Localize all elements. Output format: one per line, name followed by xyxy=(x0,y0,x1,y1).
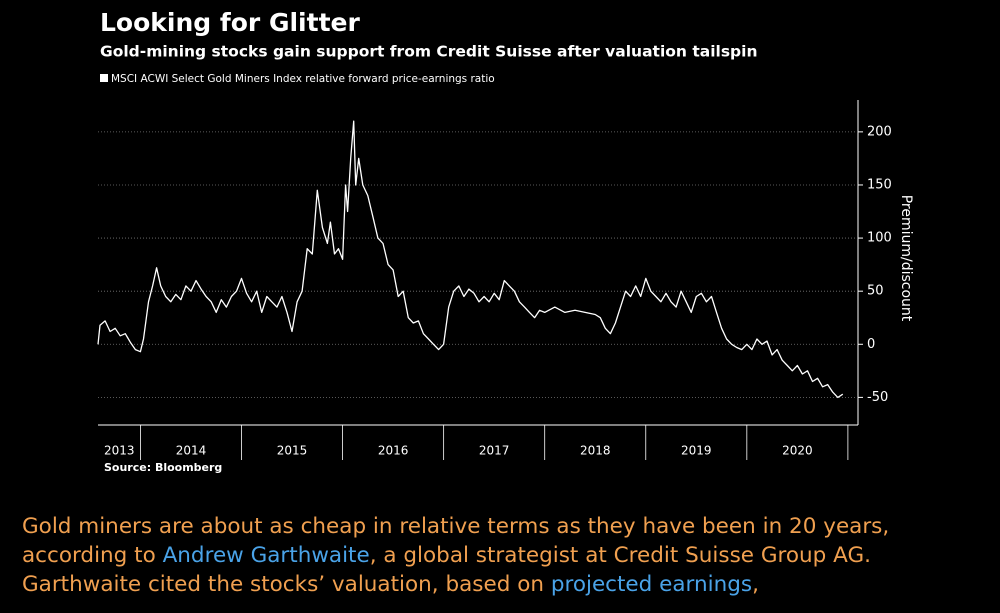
link[interactable]: Andrew Garthwaite xyxy=(162,543,370,568)
x-tick-label: 2018 xyxy=(580,444,611,458)
x-tick-label: 2015 xyxy=(277,444,308,458)
legend-swatch xyxy=(100,74,108,82)
article-text: , xyxy=(752,572,759,597)
article: Gold miners are about as cheap in relati… xyxy=(22,512,982,599)
x-tick-label: 2016 xyxy=(378,444,409,458)
y-tick-label: 200 xyxy=(867,124,892,139)
chart-title: Looking for Glitter xyxy=(100,8,360,37)
y-tick-label: 50 xyxy=(867,284,884,299)
y-tick-label: -50 xyxy=(867,390,888,405)
x-tick-label: 2020 xyxy=(782,444,813,458)
x-tick-label: 2017 xyxy=(479,444,510,458)
legend-label: MSCI ACWI Select Gold Miners Index relat… xyxy=(111,73,495,85)
y-tick-label: 150 xyxy=(867,177,892,192)
x-tick-label: 2019 xyxy=(681,444,712,458)
link[interactable]: projected earnings xyxy=(550,572,753,597)
y-axis-label: Premium/discount xyxy=(898,195,914,322)
chart-subtitle: Gold-mining stocks gain support from Cre… xyxy=(100,43,758,61)
y-tick-label: 0 xyxy=(867,337,875,352)
source: Source: Bloomberg xyxy=(104,461,222,474)
x-tick-label: 2013 xyxy=(104,444,135,458)
article-text: , a global strategist at Credit Suisse G… xyxy=(22,543,871,597)
x-tick-label: 2014 xyxy=(176,444,207,458)
series-line xyxy=(97,120,844,399)
article-text: Gold miners are about as cheap in relati… xyxy=(22,514,890,568)
y-tick-label: 100 xyxy=(867,231,892,246)
chart: Looking for Glitter Gold-mining stocks g… xyxy=(97,8,914,474)
